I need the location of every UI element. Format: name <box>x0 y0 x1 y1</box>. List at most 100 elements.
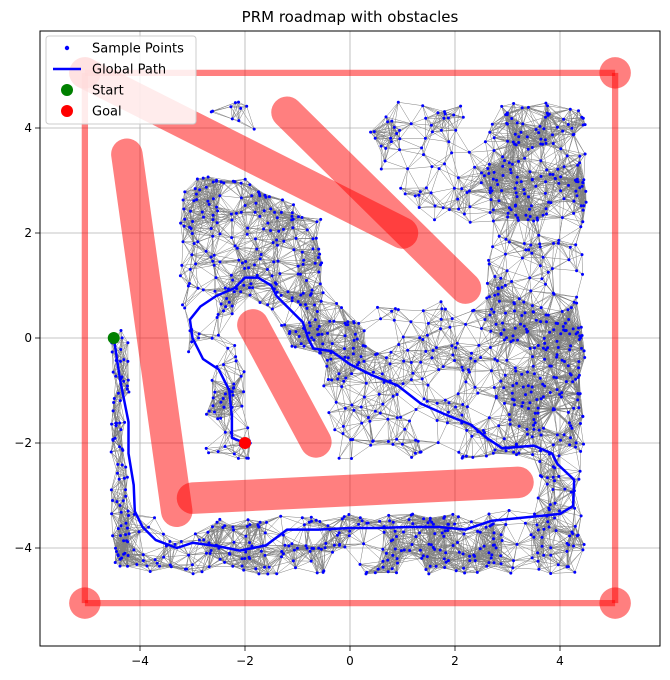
sample-point <box>298 303 302 307</box>
sample-point <box>231 564 235 568</box>
sample-point <box>545 476 549 480</box>
sample-point <box>535 216 539 220</box>
sample-point <box>115 471 119 475</box>
sample-point <box>373 136 377 140</box>
sample-point <box>351 352 355 356</box>
obstacle-corner-circle <box>599 587 631 619</box>
sample-point <box>290 218 294 222</box>
sample-point <box>505 269 509 273</box>
sample-point <box>196 286 200 290</box>
sample-point <box>242 283 246 287</box>
sample-point <box>111 438 115 442</box>
sample-point <box>290 344 294 348</box>
sample-point <box>570 126 574 130</box>
sample-point <box>462 566 466 570</box>
sample-point <box>557 238 561 242</box>
sample-point <box>233 244 237 248</box>
sample-point <box>487 258 491 262</box>
sample-point <box>219 180 223 184</box>
sample-point <box>290 299 294 303</box>
sample-point <box>223 286 227 290</box>
sample-point <box>583 356 587 359</box>
sample-point <box>580 184 584 188</box>
sample-point <box>109 450 113 454</box>
sample-point <box>452 186 456 190</box>
sample-point <box>493 357 497 361</box>
sample-point <box>216 313 220 316</box>
sample-point <box>393 547 397 551</box>
sample-point <box>401 382 405 386</box>
sample-point <box>307 321 311 325</box>
sample-point <box>505 358 509 362</box>
sample-point <box>211 259 215 263</box>
sample-point <box>243 266 247 270</box>
sample-point <box>508 418 512 422</box>
sample-point <box>340 517 344 521</box>
sample-point <box>381 547 385 551</box>
x-tick-label: 2 <box>451 654 459 668</box>
sample-point <box>545 320 548 324</box>
sample-point <box>211 180 215 184</box>
sample-point <box>487 295 491 299</box>
sample-point <box>278 272 282 276</box>
sample-point <box>537 567 541 571</box>
sample-point <box>252 127 256 131</box>
sample-point <box>234 355 238 359</box>
sample-point <box>425 399 429 403</box>
sample-point <box>536 344 540 347</box>
sample-point <box>378 411 382 415</box>
sample-point <box>240 261 244 265</box>
sample-point <box>529 390 533 394</box>
sample-point <box>372 130 376 134</box>
sample-point <box>234 211 238 215</box>
sample-point <box>395 437 399 441</box>
sample-point <box>336 377 340 381</box>
y-tick-label: 0 <box>24 331 32 345</box>
sample-point <box>460 413 464 417</box>
obstacle-corner-circle <box>69 587 101 619</box>
sample-point <box>434 346 438 350</box>
sample-point <box>126 341 130 345</box>
sample-point <box>569 344 573 348</box>
sample-point <box>389 140 393 144</box>
sample-point <box>314 236 318 240</box>
sample-point <box>467 368 470 372</box>
sample-point <box>525 135 529 139</box>
sample-point <box>476 391 480 395</box>
sample-point <box>544 348 548 352</box>
sample-point <box>266 303 270 307</box>
sample-point <box>583 152 587 156</box>
sample-point <box>323 546 327 550</box>
sample-point <box>550 267 554 271</box>
sample-point <box>281 198 284 202</box>
sample-point <box>391 442 395 446</box>
obstacle-diagonal-upper <box>271 96 482 304</box>
sample-point <box>386 120 390 124</box>
sample-point <box>350 457 353 460</box>
sample-point <box>110 512 114 516</box>
sample-point <box>572 211 576 215</box>
legend-items: Sample Points Global Path Start Goal <box>53 42 184 120</box>
sample-point <box>492 531 496 535</box>
sample-point <box>266 572 270 576</box>
sample-point <box>544 207 548 211</box>
sample-point <box>580 115 584 119</box>
sample-point <box>248 557 252 560</box>
sample-point <box>265 268 269 271</box>
sample-point <box>515 175 519 179</box>
sample-point <box>206 199 210 203</box>
sample-point <box>236 456 240 460</box>
sample-point <box>545 212 548 216</box>
sample-point <box>207 451 211 455</box>
sample-point <box>559 189 563 193</box>
sample-point <box>569 490 573 494</box>
sample-point <box>568 332 572 336</box>
sample-point <box>391 520 395 524</box>
sample-point <box>111 370 115 374</box>
sample-point <box>516 338 519 342</box>
sample-point <box>509 571 513 575</box>
sample-point <box>444 551 448 555</box>
sample-point <box>544 115 547 119</box>
sample-point <box>566 410 570 414</box>
sample-point <box>491 522 495 526</box>
